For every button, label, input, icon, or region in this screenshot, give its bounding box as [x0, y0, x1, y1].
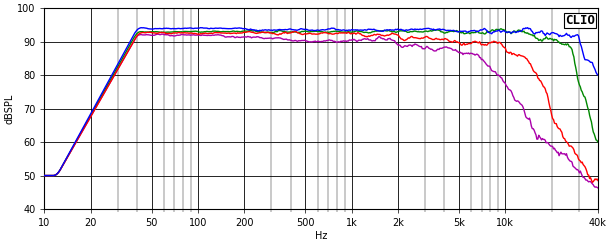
- X-axis label: Hz: Hz: [315, 231, 327, 241]
- Y-axis label: dBSPL: dBSPL: [4, 93, 14, 124]
- Text: CLIO: CLIO: [565, 14, 595, 27]
